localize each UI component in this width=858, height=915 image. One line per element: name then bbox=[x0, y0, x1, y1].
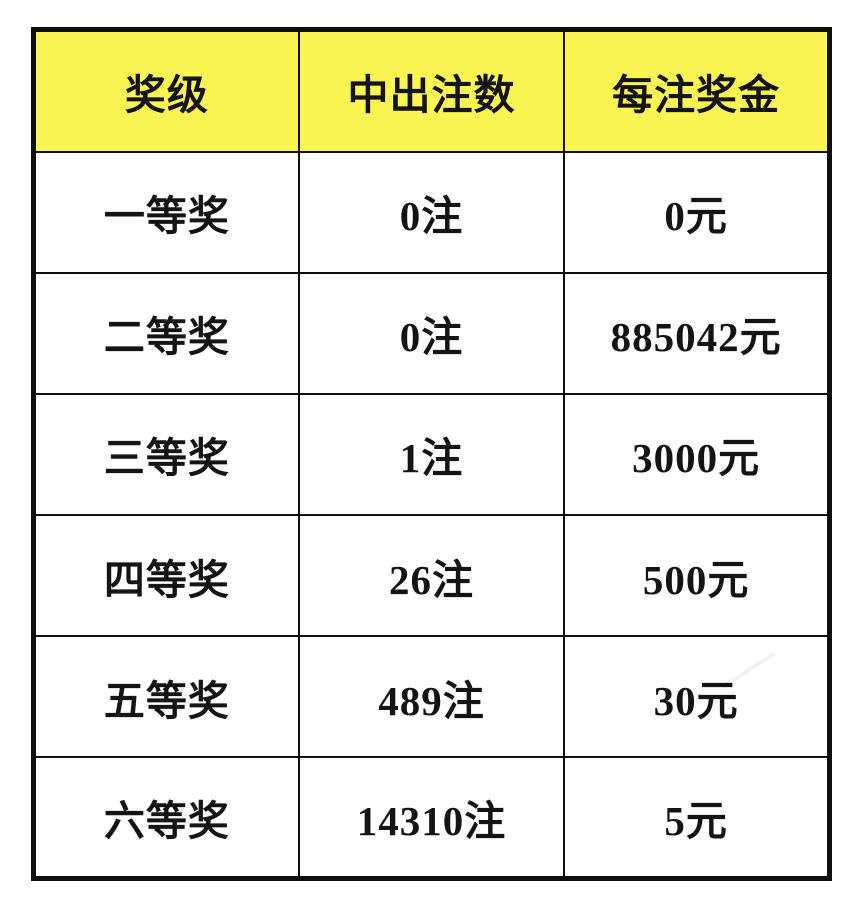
table-cell: 1注 bbox=[297, 392, 566, 516]
header-cell: 每注奖金 bbox=[563, 28, 831, 153]
table-cell: 一等奖 bbox=[32, 150, 300, 274]
table-cell: 0注 bbox=[297, 150, 566, 274]
header-cell: 奖级 bbox=[32, 28, 300, 153]
table-cell: 500元 bbox=[563, 513, 831, 638]
table-cell: 0注 bbox=[297, 271, 566, 395]
prize-table-body: 一等奖 0注 0元 二等奖 0注 885042元 三等奖 1注 3000元 四等奖 26注 500元五… bbox=[32, 150, 831, 880]
table-row: 一等奖 0注 0元 bbox=[32, 150, 831, 274]
header-row: 奖级 中出注数 每注奖金 bbox=[32, 28, 831, 153]
table-cell: 六等奖 bbox=[32, 756, 300, 880]
table-cell: 3000元 bbox=[563, 392, 831, 516]
table-row: 二等奖 0注 885042元 bbox=[32, 271, 831, 395]
table-cell: 5元 bbox=[563, 756, 831, 880]
table-cell: 885042元 bbox=[563, 271, 831, 395]
table-cell: 0元 bbox=[563, 150, 831, 274]
table-cell: 489注 bbox=[297, 635, 566, 759]
table-row: 三等奖 1注 3000元 bbox=[32, 392, 831, 516]
table-cell: 30元 bbox=[563, 635, 831, 759]
table-cell: 二等奖 bbox=[32, 271, 300, 395]
table-cell: 三等奖 bbox=[32, 392, 300, 516]
table-cell: 四等奖 bbox=[32, 513, 300, 638]
table-row: 六等奖 14310注 5元 bbox=[32, 756, 831, 880]
table-cell: 五等奖 bbox=[32, 635, 300, 759]
table-cell: 26注 bbox=[297, 513, 566, 638]
table-cell: 14310注 bbox=[297, 756, 566, 880]
table-row: 四等奖 26注 500元 bbox=[32, 513, 831, 638]
header-cell: 中出注数 bbox=[297, 28, 566, 153]
table-row: 五等奖 489注 30元 bbox=[32, 635, 831, 759]
prize-table: 奖级 中出注数 每注奖金 一等奖 0注 0元 二等奖 0注 885042元 三等奖 1注 3000元… bbox=[31, 27, 832, 881]
prize-table-head: 奖级 中出注数 每注奖金 bbox=[32, 28, 831, 153]
